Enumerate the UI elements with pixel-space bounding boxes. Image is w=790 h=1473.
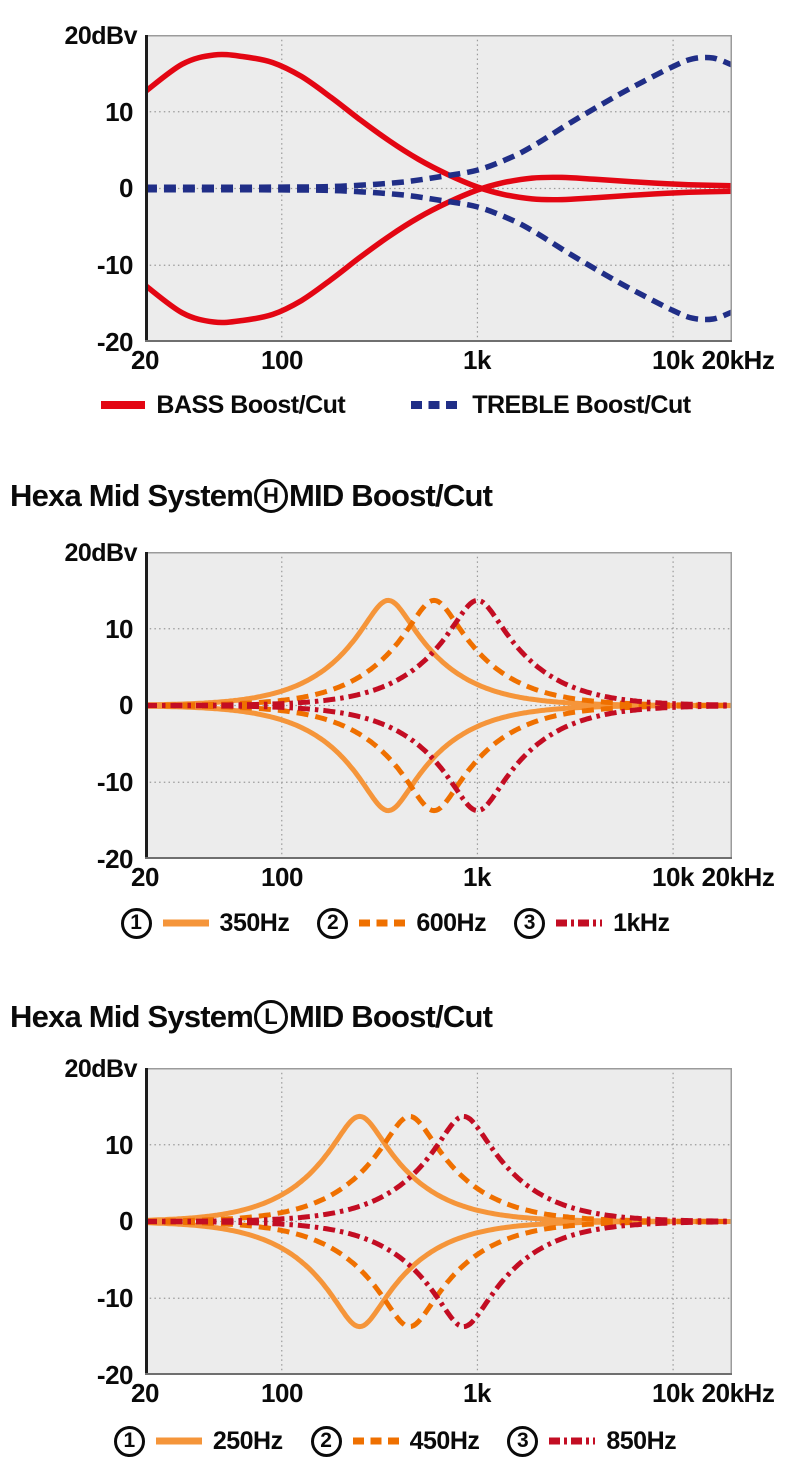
- circled-number-3: 3: [507, 1425, 539, 1457]
- plot-wrap: 20dBv 10 0 -10 -20 20 100 1k 10k 20kHz: [0, 539, 790, 891]
- x-tick: 20kHz: [701, 345, 775, 375]
- legend: BASS Boost/Cut TREBLE Boost/Cut: [0, 388, 790, 422]
- legend-label: 850Hz: [606, 1426, 677, 1455]
- plot-wrap: 20dBv 10 0 -10 -20 20 100 1k 10k 20kHz: [0, 1055, 790, 1407]
- x-tick: 100: [261, 345, 303, 375]
- y-tick: 0: [119, 690, 133, 720]
- plot-area-bass-treble: [145, 35, 732, 342]
- circled-number-2: 2: [310, 1425, 342, 1457]
- legend-label: 450Hz: [409, 1426, 480, 1455]
- y-tick: 0: [119, 1206, 133, 1236]
- x-tick: 100: [261, 1378, 303, 1408]
- legend-label: 1kHz: [613, 908, 670, 937]
- legend: 1 250Hz 2 450Hz 3 850Hz: [0, 1424, 790, 1458]
- plot-wrap: 20dBv 10 0 -10 -20 20 100 1k 10k 20kHz: [0, 22, 790, 374]
- x-tick: 20kHz: [701, 1378, 775, 1408]
- y-tick: 10: [105, 1130, 133, 1160]
- y-axis-unit-label: 20dBv: [64, 22, 137, 50]
- legend-item: BASS Boost/Cut: [99, 390, 346, 420]
- plot-area-mid-h: [145, 552, 732, 859]
- chart-title: Hexa Mid System H MID Boost/Cut: [10, 478, 493, 514]
- x-tick: 20: [131, 1378, 159, 1408]
- y-tick: -10: [96, 1283, 134, 1313]
- legend-item: 2 600Hz: [317, 907, 487, 939]
- legend-item: 3 850Hz: [507, 1425, 677, 1457]
- y-tick: 10: [105, 614, 133, 644]
- legend-item: 1 350Hz: [120, 907, 290, 939]
- mid-250-swatch: [155, 1437, 202, 1445]
- circled-number-2: 2: [317, 907, 349, 939]
- x-tick: 20: [131, 862, 159, 892]
- legend-item: TREBLE Boost/Cut: [409, 390, 691, 420]
- mid-450-swatch: [352, 1437, 399, 1445]
- y-axis-unit-label: 20dBv: [64, 1055, 137, 1083]
- y-tick: -10: [96, 250, 134, 280]
- legend-item: 3 1kHz: [514, 907, 670, 939]
- circled-number-1: 1: [113, 1425, 145, 1457]
- x-tick: 10k: [652, 345, 694, 375]
- y-tick: 0: [119, 173, 133, 203]
- bass-treble-chart-section: 20dBv 10 0 -10 -20 20 100 1k 10k 20kHz B…: [0, 0, 790, 470]
- chart-title: Hexa Mid System L MID Boost/Cut: [10, 999, 493, 1035]
- title-prefix: Hexa Mid System: [10, 478, 254, 513]
- legend-label: 600Hz: [416, 908, 487, 937]
- title-suffix: MID Boost/Cut: [289, 478, 493, 513]
- x-tick: 100: [261, 862, 303, 892]
- x-tick: 1k: [463, 862, 491, 892]
- y-axis-unit-label: 20dBv: [64, 539, 137, 567]
- x-tick: 1k: [463, 1378, 491, 1408]
- y-tick: -20: [96, 844, 134, 874]
- circled-number-3: 3: [514, 907, 546, 939]
- circled-letter-h: H: [254, 479, 288, 513]
- title-prefix: Hexa Mid System: [10, 999, 254, 1034]
- mid-1k-swatch: [556, 919, 603, 927]
- x-tick: 1k: [463, 345, 491, 375]
- bass-line-swatch: [101, 401, 146, 409]
- legend-item: 2 450Hz: [310, 1425, 480, 1457]
- legend-label: BASS Boost/Cut: [156, 390, 346, 419]
- y-tick: -20: [96, 327, 134, 357]
- legend-item: 1 250Hz: [113, 1425, 283, 1457]
- mid-600-swatch: [359, 919, 406, 927]
- x-tick: 20kHz: [701, 862, 775, 892]
- legend-label: 350Hz: [219, 908, 290, 937]
- x-tick: 10k: [652, 862, 694, 892]
- x-tick: 10k: [652, 1378, 694, 1408]
- legend-label: TREBLE Boost/Cut: [472, 390, 691, 419]
- mid-850-swatch: [549, 1437, 596, 1445]
- mid-350-swatch: [162, 919, 209, 927]
- treble-line-swatch: [411, 401, 462, 409]
- x-tick: 20: [131, 345, 159, 375]
- y-tick: 10: [105, 97, 133, 127]
- title-suffix: MID Boost/Cut: [289, 999, 493, 1034]
- y-tick: -10: [96, 767, 134, 797]
- hexa-mid-h-chart-section: Hexa Mid System H MID Boost/Cut 20dBv 10…: [0, 470, 790, 985]
- legend-label: 250Hz: [212, 1426, 283, 1455]
- y-tick: -20: [96, 1360, 134, 1390]
- circled-number-1: 1: [120, 907, 152, 939]
- circled-letter-l: L: [254, 1000, 288, 1034]
- hexa-mid-l-chart-section: Hexa Mid System L MID Boost/Cut 20dBv 10…: [0, 985, 790, 1473]
- legend: 1 350Hz 2 600Hz 3 1kHz: [0, 906, 790, 940]
- plot-area-mid-l: [145, 1068, 732, 1375]
